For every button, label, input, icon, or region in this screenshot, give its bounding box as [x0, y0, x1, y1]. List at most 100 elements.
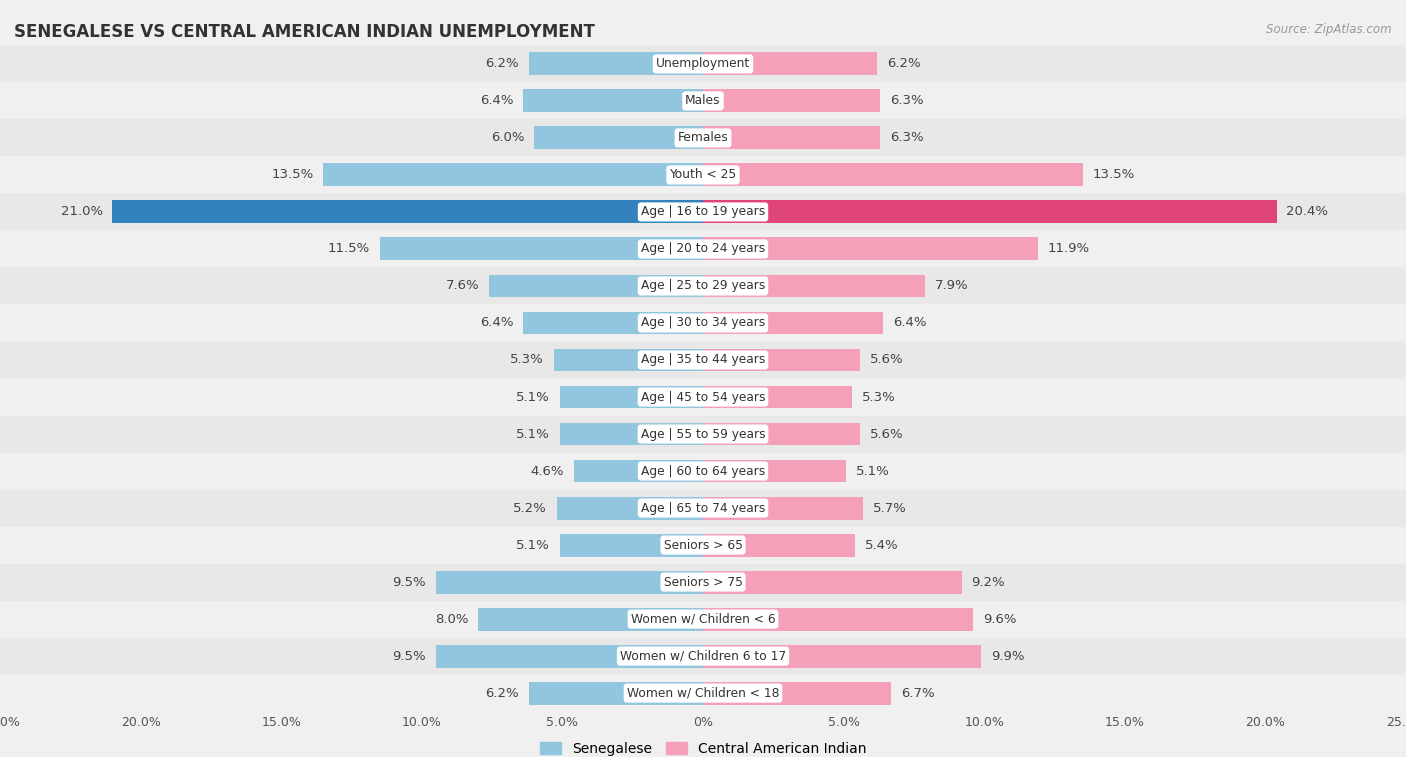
Bar [529, 681, 703, 705]
Text: 5.2%: 5.2% [513, 502, 547, 515]
Text: 9.9%: 9.9% [991, 650, 1025, 662]
Bar [703, 645, 981, 668]
Bar [436, 645, 703, 668]
Bar [0, 45, 1406, 83]
Text: 5.1%: 5.1% [856, 465, 890, 478]
Text: Age | 65 to 74 years: Age | 65 to 74 years [641, 502, 765, 515]
Text: 5.3%: 5.3% [862, 391, 896, 403]
Text: 9.6%: 9.6% [983, 612, 1017, 625]
Bar [557, 497, 703, 519]
Bar [0, 378, 1406, 416]
Bar [703, 164, 1083, 186]
Text: Age | 45 to 54 years: Age | 45 to 54 years [641, 391, 765, 403]
Text: 6.7%: 6.7% [901, 687, 935, 699]
Bar [0, 120, 1406, 157]
Bar [436, 571, 703, 593]
Text: 5.1%: 5.1% [516, 538, 550, 552]
Text: 9.2%: 9.2% [972, 575, 1005, 588]
Text: Seniors > 65: Seniors > 65 [664, 538, 742, 552]
Text: 6.2%: 6.2% [485, 687, 519, 699]
Bar [529, 52, 703, 76]
Bar [703, 238, 1038, 260]
Text: 6.3%: 6.3% [890, 132, 924, 145]
Bar [0, 194, 1406, 230]
Text: 6.4%: 6.4% [479, 95, 513, 107]
Text: 5.7%: 5.7% [873, 502, 907, 515]
Bar [380, 238, 703, 260]
Bar [0, 453, 1406, 490]
Bar [0, 267, 1406, 304]
Bar [0, 83, 1406, 120]
Text: 5.1%: 5.1% [516, 391, 550, 403]
Bar [574, 459, 703, 482]
Bar [478, 608, 703, 631]
Text: Women w/ Children < 6: Women w/ Children < 6 [631, 612, 775, 625]
Bar [554, 348, 703, 372]
Text: 6.4%: 6.4% [479, 316, 513, 329]
Text: 6.2%: 6.2% [485, 58, 519, 70]
Bar [703, 385, 852, 409]
Text: Seniors > 75: Seniors > 75 [664, 575, 742, 588]
Bar [703, 201, 1277, 223]
Bar [703, 348, 860, 372]
Bar [703, 571, 962, 593]
Text: Women w/ Children < 18: Women w/ Children < 18 [627, 687, 779, 699]
Bar [523, 312, 703, 335]
Text: 7.9%: 7.9% [935, 279, 969, 292]
Text: Age | 55 to 59 years: Age | 55 to 59 years [641, 428, 765, 441]
Text: 6.0%: 6.0% [491, 132, 524, 145]
Bar [560, 385, 703, 409]
Bar [703, 422, 860, 445]
Text: Age | 25 to 29 years: Age | 25 to 29 years [641, 279, 765, 292]
Text: 6.3%: 6.3% [890, 95, 924, 107]
Text: 20.4%: 20.4% [1286, 205, 1329, 219]
Bar [703, 534, 855, 556]
Text: Age | 60 to 64 years: Age | 60 to 64 years [641, 465, 765, 478]
Bar [523, 89, 703, 112]
Bar [0, 230, 1406, 267]
Text: 5.6%: 5.6% [870, 354, 904, 366]
Text: Unemployment: Unemployment [655, 58, 751, 70]
Text: 6.2%: 6.2% [887, 58, 921, 70]
Bar [0, 341, 1406, 378]
Text: Source: ZipAtlas.com: Source: ZipAtlas.com [1267, 23, 1392, 36]
Bar [703, 312, 883, 335]
Bar [560, 534, 703, 556]
Text: 13.5%: 13.5% [1092, 169, 1135, 182]
Text: 5.4%: 5.4% [865, 538, 898, 552]
Bar [0, 527, 1406, 563]
Text: Age | 35 to 44 years: Age | 35 to 44 years [641, 354, 765, 366]
Bar [0, 674, 1406, 712]
Bar [0, 490, 1406, 527]
Text: 5.1%: 5.1% [516, 428, 550, 441]
Text: 9.5%: 9.5% [392, 575, 426, 588]
Text: 4.6%: 4.6% [530, 465, 564, 478]
Bar [703, 459, 846, 482]
Bar [560, 422, 703, 445]
Bar [534, 126, 703, 149]
Bar [703, 608, 973, 631]
Text: 5.6%: 5.6% [870, 428, 904, 441]
Text: Age | 16 to 19 years: Age | 16 to 19 years [641, 205, 765, 219]
Text: Males: Males [685, 95, 721, 107]
Text: Age | 20 to 24 years: Age | 20 to 24 years [641, 242, 765, 255]
Text: Youth < 25: Youth < 25 [669, 169, 737, 182]
Text: 21.0%: 21.0% [60, 205, 103, 219]
Bar [703, 52, 877, 76]
Bar [703, 275, 925, 298]
Bar [0, 304, 1406, 341]
Text: 11.9%: 11.9% [1047, 242, 1090, 255]
Text: Women w/ Children 6 to 17: Women w/ Children 6 to 17 [620, 650, 786, 662]
Text: 6.4%: 6.4% [893, 316, 927, 329]
Bar [112, 201, 703, 223]
Text: 13.5%: 13.5% [271, 169, 314, 182]
Bar [0, 157, 1406, 194]
Text: 5.3%: 5.3% [510, 354, 544, 366]
Text: 11.5%: 11.5% [328, 242, 370, 255]
Text: SENEGALESE VS CENTRAL AMERICAN INDIAN UNEMPLOYMENT: SENEGALESE VS CENTRAL AMERICAN INDIAN UN… [14, 23, 595, 41]
Bar [0, 600, 1406, 637]
Bar [703, 681, 891, 705]
Bar [0, 563, 1406, 600]
Legend: Senegalese, Central American Indian: Senegalese, Central American Indian [534, 736, 872, 757]
Text: 7.6%: 7.6% [446, 279, 479, 292]
